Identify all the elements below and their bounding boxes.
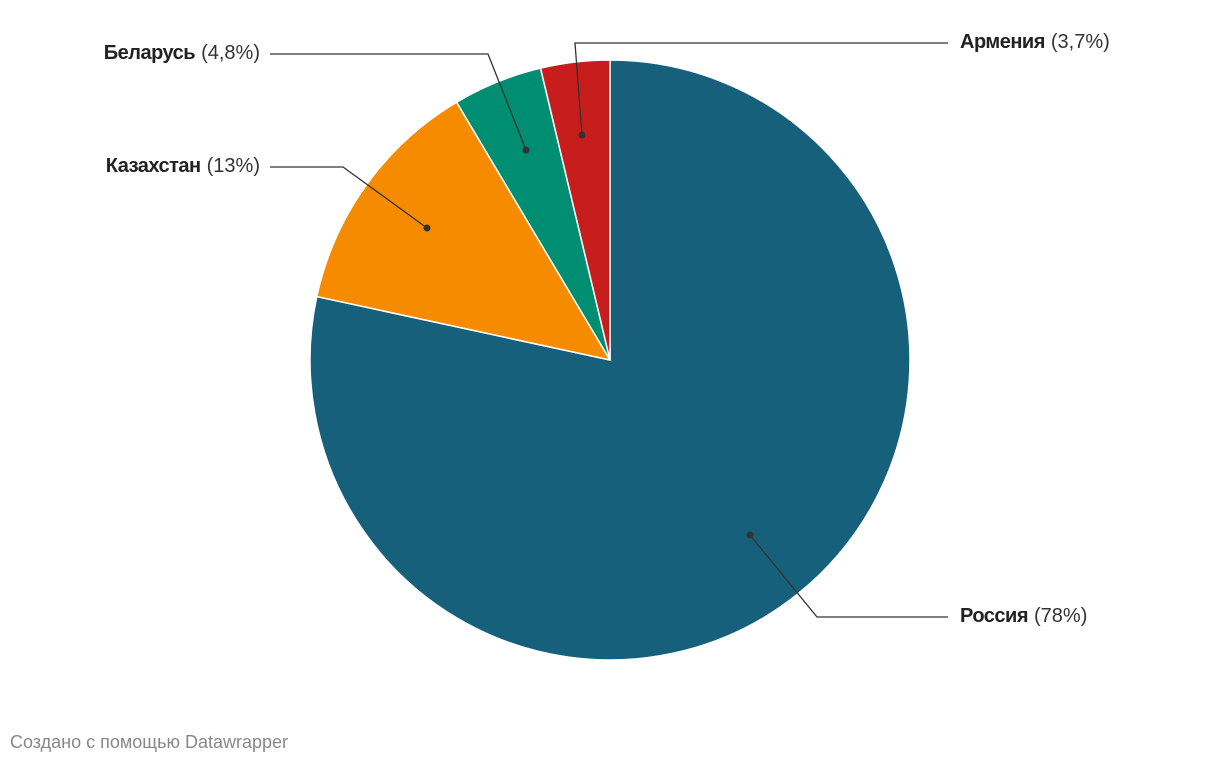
slice-value: (4,8%)	[201, 42, 260, 64]
slice-value: (13%)	[207, 155, 260, 177]
leader-dot	[423, 224, 431, 232]
leader-dot	[746, 531, 754, 539]
slice-name: Россия	[960, 605, 1028, 627]
slice-name: Беларусь	[104, 42, 196, 64]
leader-line	[270, 53, 527, 151]
pie-slice	[539, 59, 611, 361]
slice-name: Армения	[960, 31, 1045, 53]
leader-dot	[522, 146, 530, 154]
slice-label: Казахстан (13%)	[106, 155, 260, 177]
slice-label: Армения (3,7%)	[960, 31, 1110, 53]
slice-value: (3,7%)	[1051, 31, 1110, 53]
leader-dot	[578, 131, 586, 139]
leader-line	[270, 166, 428, 229]
slice-value: (78%)	[1034, 605, 1087, 627]
slice-label: Россия (78%)	[960, 605, 1087, 627]
leader-line	[749, 534, 948, 618]
leader-line	[574, 42, 948, 136]
footer: Создано с помощью Datawrapper	[10, 732, 288, 752]
slice-name: Казахстан	[106, 155, 201, 177]
slice-label: Беларусь (4,8%)	[104, 42, 260, 64]
